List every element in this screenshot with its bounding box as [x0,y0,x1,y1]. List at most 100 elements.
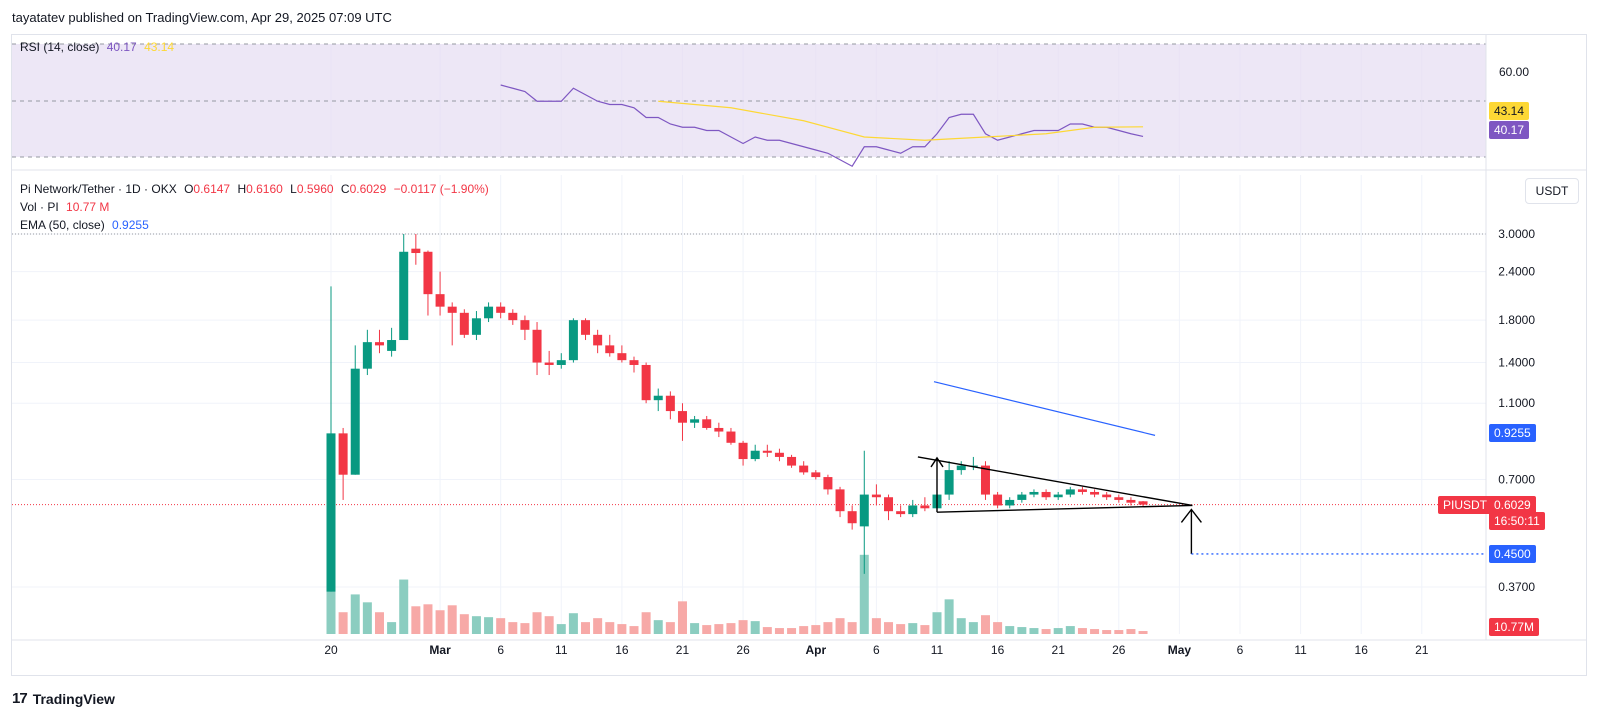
volume-bar [496,618,506,634]
volume-bar [520,623,530,634]
volume-bar [762,627,772,634]
time-axis-label: 26 [736,643,750,657]
price-axis-label: 3.0000 [1498,227,1535,241]
candle-body [544,362,554,365]
candle-body [1138,501,1148,505]
candle-body [1090,491,1100,495]
open-value: 0.6147 [193,182,231,196]
candle-body [665,395,675,412]
rsi-axis-label: 60.00 [1499,65,1529,79]
volume-bar [1138,631,1148,634]
volume-bar [399,579,409,634]
volume-bar [641,612,651,634]
volume-legend: Vol · PI 10.77 M [20,200,113,214]
triangle-arrow-head [930,456,944,468]
rsi-ma-line [658,100,1144,141]
volume-bar [859,554,869,634]
candle-body [920,505,930,509]
volume-bar [774,628,784,634]
price-axis-label: 0.3700 [1498,580,1535,594]
time-axis-label: 6 [1237,643,1244,657]
volume-bar [920,625,930,634]
triangle-lower-line [936,504,1193,513]
candle-body [859,494,869,527]
price-legend: Pi Network/Tether · 1D · OKX O0.6147 H0.… [20,182,493,196]
volume-bar [702,625,712,634]
target-price-tag: 0.4500 [1489,545,1536,563]
volume-bar [1090,629,1100,634]
rsi-legend-value: 40.17 [106,40,137,54]
candle-body [1041,491,1051,498]
candle-body [1102,494,1112,498]
change-value: −0.0117 (−1.90%) [393,182,489,196]
volume-bar [1017,627,1027,634]
candle-body [617,353,627,361]
time-axis-label: 20 [324,643,338,657]
candle-body [1126,499,1136,503]
volume-bar [556,624,566,634]
candle-body [568,320,578,361]
time-axis-label: 16 [991,643,1005,657]
time-axis-label: May [1168,643,1192,657]
volume-bar [811,625,821,634]
symbol-description: Pi Network/Tether · 1D · OKX [20,182,177,196]
currency-unit-button[interactable]: USDT [1525,178,1579,204]
candle-body [411,248,421,254]
candle-body [1029,491,1039,495]
candle-body [677,411,687,423]
candle-body [835,489,845,512]
candle-body [884,497,894,512]
candle-body [496,306,506,313]
volume-bar [362,602,372,634]
candle-body [556,360,566,365]
volume-bar [714,624,724,634]
countdown-tag: 16:50:11 [1489,512,1545,530]
volume-bar [690,623,700,634]
volume-bar [471,616,481,634]
volume-bar [1041,629,1051,634]
time-axis-label: 21 [1052,643,1066,657]
candle-body [435,294,445,307]
volume-bar [532,612,542,634]
candle-body [774,452,784,457]
candle-body [605,345,615,354]
rsi-ma-tag: 43.14 [1489,102,1530,120]
time-axis-label: Mar [429,643,451,657]
rsi-line [500,84,1144,168]
candle-body [581,320,591,335]
volume-bar [617,624,627,634]
volume-bar [932,612,942,634]
candle-body [629,360,639,365]
volume-bar [508,622,518,634]
volume-bar [350,594,360,634]
candle-body [593,334,603,346]
ema-price-tag: 0.9255 [1489,424,1536,442]
volume-bar [1077,628,1087,634]
price-axis-label: 1.8000 [1498,313,1535,327]
volume-bar [1102,630,1112,634]
volume-bar [738,620,748,634]
time-axis-label: 11 [555,643,568,657]
volume-bar [484,617,494,634]
candle-body [1017,494,1027,500]
volume-bar [787,628,797,634]
candle-body [762,450,772,453]
time-axis-label: 26 [1112,643,1126,657]
candle-body [1053,494,1063,498]
volume-bar [459,614,469,634]
time-axis-label: 11 [1294,643,1307,657]
chart-frame [11,34,1587,676]
volume-bar [799,626,809,634]
footer-brand[interactable]: 17 TradingView [12,690,115,707]
candle-body [847,511,857,524]
candle-body [423,251,433,295]
candle-body [738,442,748,460]
candle-body [508,312,518,321]
target-arrow-head [1180,508,1202,523]
time-axis-label: 16 [1355,643,1369,657]
volume-bar [726,623,736,634]
ema-line [933,381,1156,436]
candle-body [653,395,663,401]
volume-bar [1053,628,1063,634]
